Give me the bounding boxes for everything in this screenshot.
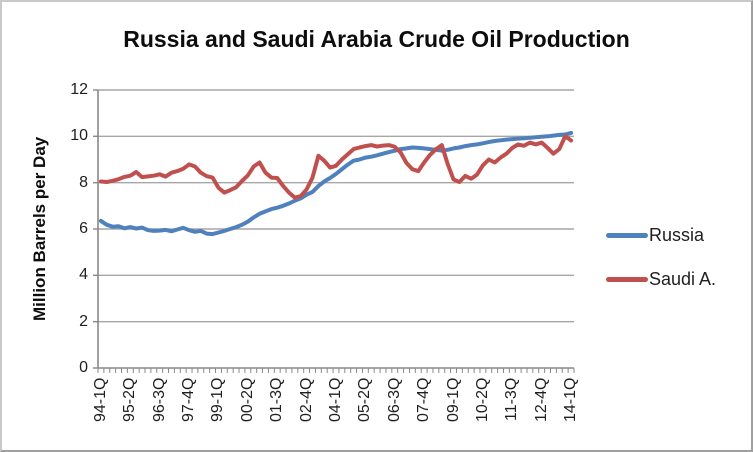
russia-line	[98, 130, 574, 237]
y-tick-label: 10	[70, 127, 88, 145]
x-tick-label: 04-1Q	[327, 378, 344, 423]
y-tick-label: 4	[79, 266, 88, 284]
y-tick-label: 6	[79, 220, 88, 237]
x-tick-label: 02-4Q	[297, 378, 315, 423]
x-tick-label: 00-2Q	[238, 378, 256, 423]
y-tick-label: 2	[79, 312, 88, 330]
y-tick-label: 12	[70, 81, 88, 98]
x-tick-label: 10-2Q	[473, 378, 491, 423]
x-tick-label: 01-3Q	[268, 378, 286, 423]
x-tick-label: 14-1Q	[562, 378, 580, 423]
x-tick-label: 95-2Q	[121, 378, 139, 423]
x-tick-label: 97-4Q	[180, 378, 198, 423]
x-tick-label: 12-4Q	[532, 378, 550, 423]
russia-line-swatch-icon	[606, 232, 648, 238]
y-tick-label: 0	[79, 359, 88, 376]
saudi-a-line	[98, 134, 574, 200]
legend-item-russia: Russia	[606, 223, 751, 247]
legend-label-russia: Russia	[649, 224, 705, 245]
x-tick-label: 09-1Q	[444, 378, 462, 423]
x-tick-label: 05-2Q	[356, 378, 374, 423]
legend: Russia Saudi A.	[606, 223, 751, 311]
legend-item-saudi: Saudi A.	[606, 267, 751, 291]
y-tick-label: 8	[79, 173, 88, 191]
chart-title: Russia and Saudi Arabia Crude Oil Produc…	[123, 26, 630, 52]
x-tick-label: 11-3Q	[503, 378, 521, 422]
x-tick-label: 94-1Q	[91, 378, 109, 423]
x-tick-label: 99-1Q	[209, 378, 227, 423]
legend-label-saudi: Saudi A.	[649, 268, 717, 289]
saudi-line-swatch-icon	[606, 276, 648, 282]
x-tick-label: 06-3Q	[385, 378, 403, 423]
x-tick-label: 96-3Q	[150, 378, 168, 423]
x-tick-label: 07-4Q	[415, 378, 433, 423]
